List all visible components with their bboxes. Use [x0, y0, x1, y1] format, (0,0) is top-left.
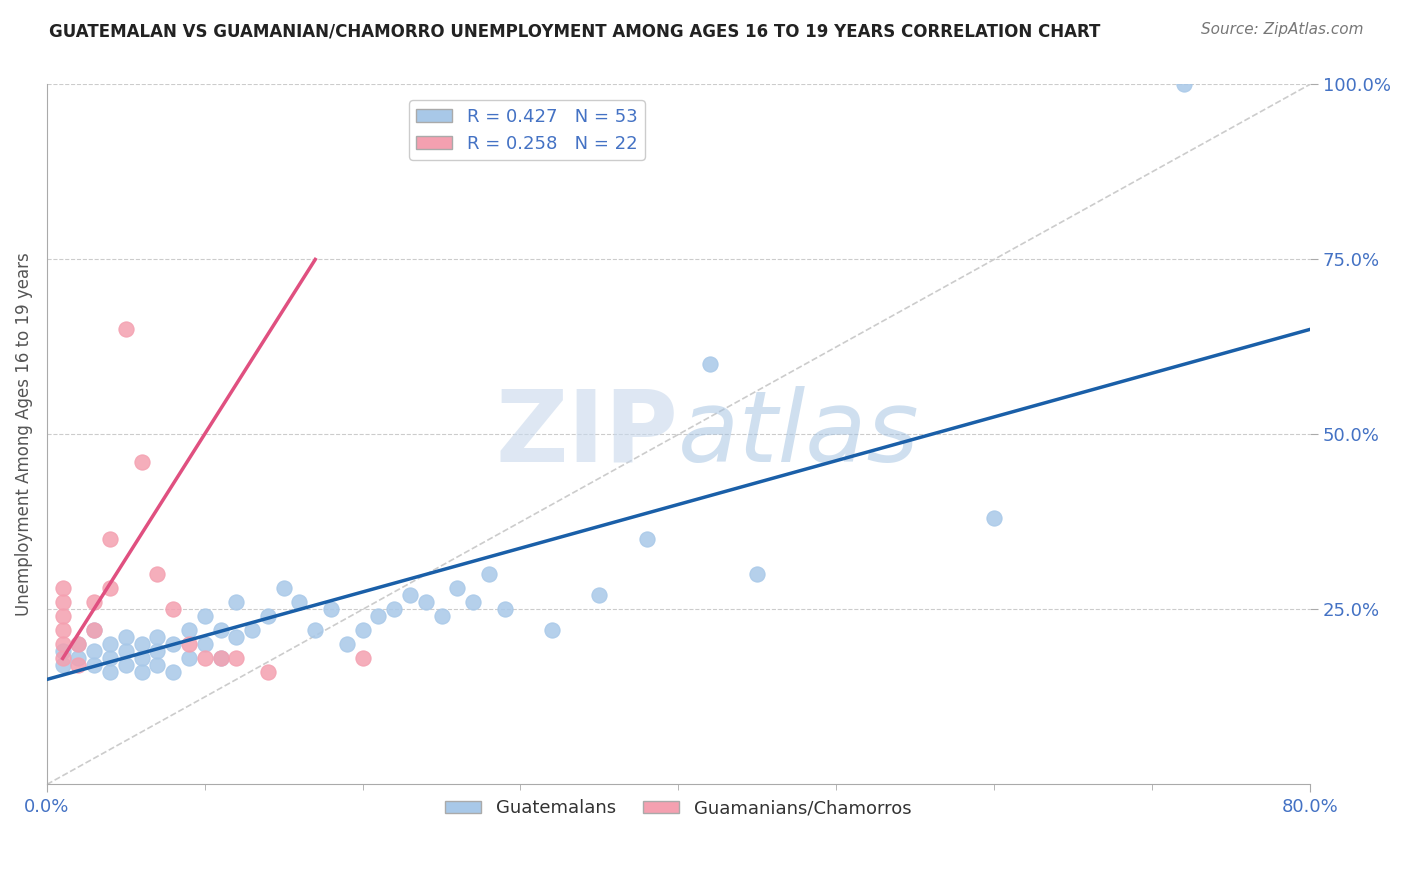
Point	[114, 644, 136, 658]
Point	[83, 595, 105, 609]
Point	[257, 665, 280, 680]
Point	[494, 602, 516, 616]
Point	[194, 651, 217, 665]
Point	[304, 624, 326, 638]
Point	[273, 582, 295, 596]
Point	[225, 651, 247, 665]
Point	[636, 533, 658, 547]
Point	[162, 637, 184, 651]
Point	[83, 658, 105, 673]
Point	[131, 637, 153, 651]
Text: GUATEMALAN VS GUAMANIAN/CHAMORRO UNEMPLOYMENT AMONG AGES 16 TO 19 YEARS CORRELAT: GUATEMALAN VS GUAMANIAN/CHAMORRO UNEMPLO…	[49, 22, 1101, 40]
Text: ZIP: ZIP	[495, 386, 678, 483]
Point	[83, 624, 105, 638]
Point	[98, 533, 121, 547]
Point	[83, 624, 105, 638]
Point	[747, 567, 769, 582]
Point	[131, 651, 153, 665]
Point	[114, 322, 136, 336]
Point	[67, 658, 90, 673]
Y-axis label: Unemployment Among Ages 16 to 19 years: Unemployment Among Ages 16 to 19 years	[15, 252, 32, 616]
Point	[52, 644, 75, 658]
Point	[399, 589, 422, 603]
Legend: Guatemalans, Guamanians/Chamorros: Guatemalans, Guamanians/Chamorros	[439, 792, 918, 824]
Text: Source: ZipAtlas.com: Source: ZipAtlas.com	[1201, 22, 1364, 37]
Point	[114, 658, 136, 673]
Point	[52, 609, 75, 624]
Point	[382, 602, 405, 616]
Point	[209, 651, 232, 665]
Point	[352, 651, 374, 665]
Point	[67, 637, 90, 651]
Point	[983, 511, 1005, 525]
Point	[67, 637, 90, 651]
Point	[162, 665, 184, 680]
Point	[146, 631, 169, 645]
Point	[146, 658, 169, 673]
Point	[177, 624, 200, 638]
Point	[240, 624, 263, 638]
Point	[463, 595, 485, 609]
Point	[162, 602, 184, 616]
Point	[146, 567, 169, 582]
Point	[177, 637, 200, 651]
Point	[209, 624, 232, 638]
Point	[194, 637, 217, 651]
Point	[146, 644, 169, 658]
Point	[67, 651, 90, 665]
Point	[194, 609, 217, 624]
Point	[52, 637, 75, 651]
Point	[478, 567, 501, 582]
Point	[131, 455, 153, 469]
Point	[177, 651, 200, 665]
Point	[52, 651, 75, 665]
Point	[288, 595, 311, 609]
Point	[52, 624, 75, 638]
Point	[209, 651, 232, 665]
Point	[430, 609, 453, 624]
Point	[114, 631, 136, 645]
Point	[699, 358, 721, 372]
Point	[52, 595, 75, 609]
Point	[225, 631, 247, 645]
Point	[98, 651, 121, 665]
Point	[446, 582, 468, 596]
Point	[352, 624, 374, 638]
Point	[225, 595, 247, 609]
Point	[83, 644, 105, 658]
Point	[588, 589, 610, 603]
Point	[541, 624, 564, 638]
Point	[98, 637, 121, 651]
Point	[52, 582, 75, 596]
Point	[336, 637, 359, 651]
Point	[1173, 78, 1195, 92]
Point	[131, 665, 153, 680]
Point	[415, 595, 437, 609]
Point	[98, 665, 121, 680]
Point	[257, 609, 280, 624]
Point	[52, 658, 75, 673]
Point	[319, 602, 342, 616]
Text: atlas: atlas	[678, 386, 920, 483]
Point	[367, 609, 389, 624]
Point	[98, 582, 121, 596]
